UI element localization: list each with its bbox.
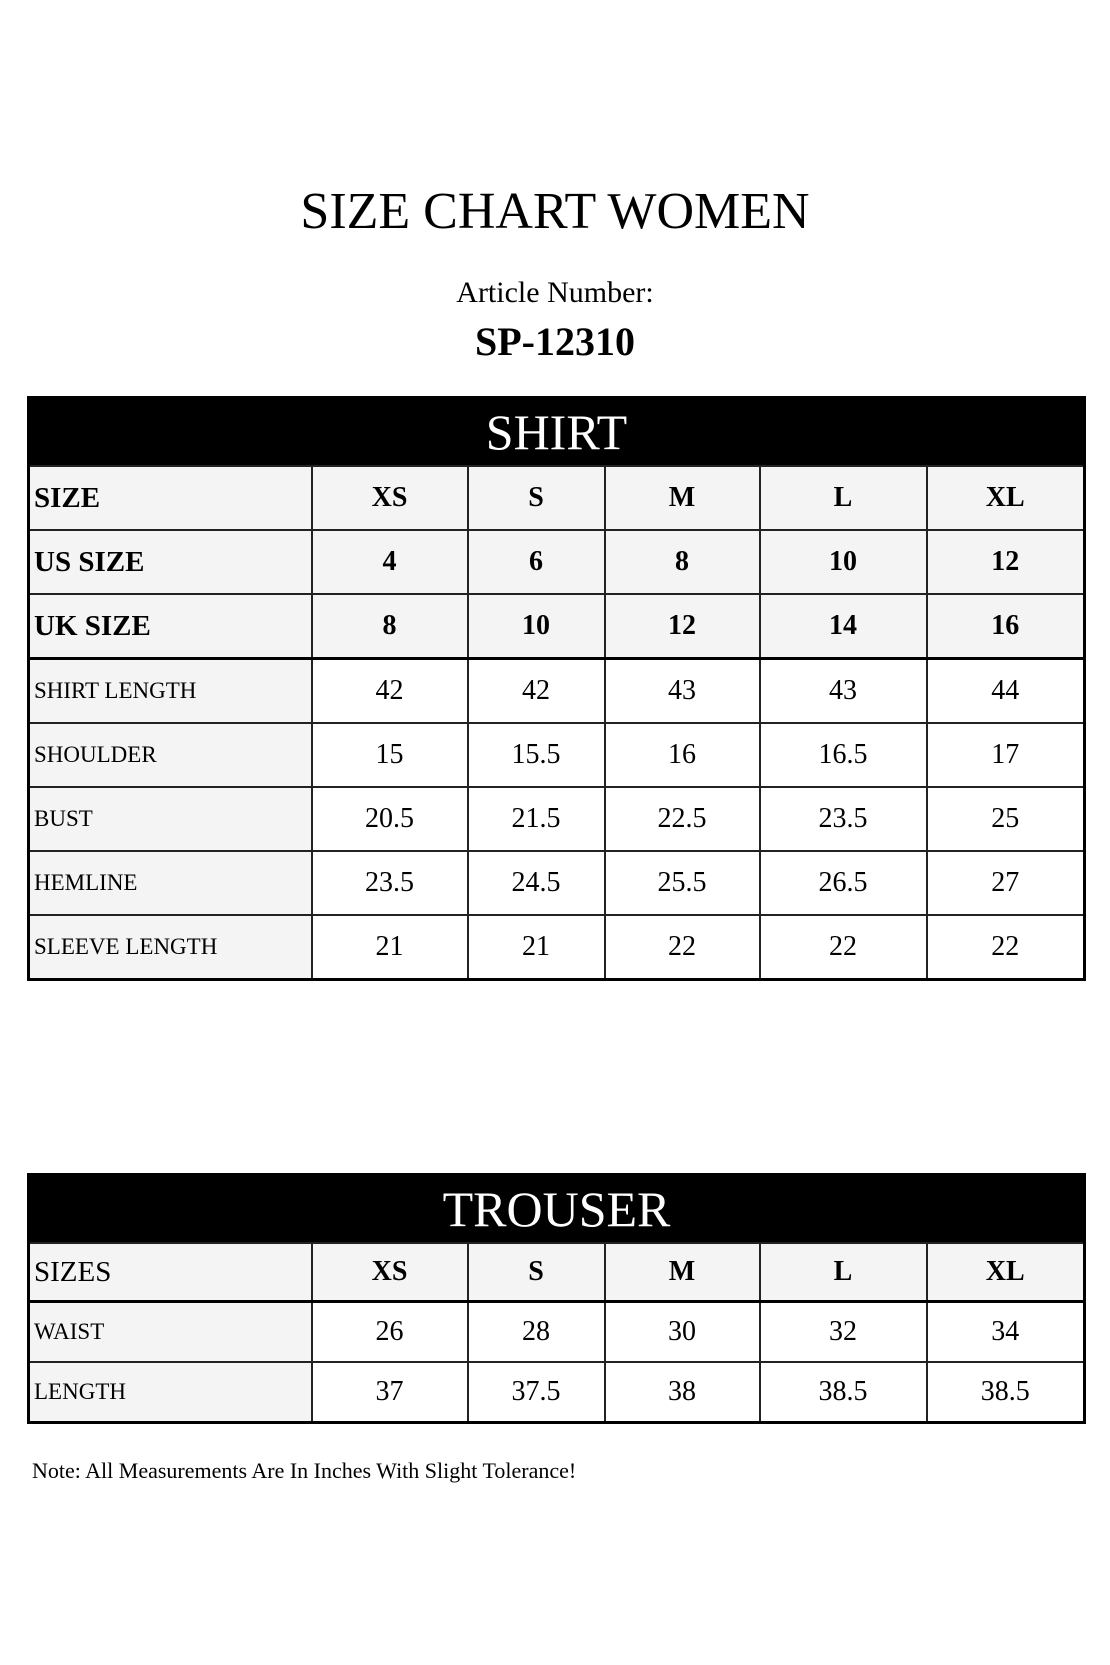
shirt-size-table: SHIRT SIZE XS S M L XL US SIZE 4 6 8 10 12 UK SIZE 8 1… xyxy=(27,396,1086,981)
article-number-label: Article Number: xyxy=(456,276,654,309)
table-cell: 44 xyxy=(925,657,1086,724)
trouser-heading: TROUSER xyxy=(27,1173,1086,1244)
table-cell: 26 xyxy=(310,1300,469,1363)
table-cell: 8 xyxy=(603,529,761,595)
table-cell: 28 xyxy=(466,1300,606,1363)
table-cell: 15.5 xyxy=(466,722,606,788)
table-cell: 25 xyxy=(925,786,1086,852)
table-cell: 17 xyxy=(925,722,1086,788)
table-cell: L xyxy=(758,1242,928,1303)
table-cell: L xyxy=(758,465,928,531)
table-cell: 42 xyxy=(466,657,606,724)
table-cell: 26.5 xyxy=(758,850,928,916)
table-cell: 16 xyxy=(925,593,1086,660)
table-cell: 37 xyxy=(310,1361,469,1424)
table-cell: 16.5 xyxy=(758,722,928,788)
row-label: HEMLINE xyxy=(27,850,313,916)
table-cell: 12 xyxy=(925,529,1086,595)
table-cell: 42 xyxy=(310,657,469,724)
table-cell: 10 xyxy=(758,529,928,595)
table-cell: 38 xyxy=(603,1361,761,1424)
table-cell: 22 xyxy=(603,914,761,981)
table-cell: 12 xyxy=(603,593,761,660)
table-row: SHIRT LENGTH 42 42 43 43 44 xyxy=(27,657,1086,724)
table-cell: 21 xyxy=(466,914,606,981)
table-cell: 21.5 xyxy=(466,786,606,852)
row-label: LENGTH xyxy=(27,1361,313,1424)
table-row: HEMLINE 23.5 24.5 25.5 26.5 27 xyxy=(27,850,1086,916)
table-cell: 34 xyxy=(925,1300,1086,1363)
shirt-heading: SHIRT xyxy=(27,396,1086,467)
table-cell: S xyxy=(466,465,606,531)
table-cell: XL xyxy=(925,1242,1086,1303)
table-row: WAIST 26 28 30 32 34 xyxy=(27,1300,1086,1363)
table-cell: 32 xyxy=(758,1300,928,1363)
article-number: SP-12310 xyxy=(475,319,635,364)
table-row: LENGTH 37 37.5 38 38.5 38.5 xyxy=(27,1361,1086,1424)
row-label: WAIST xyxy=(27,1300,313,1363)
size-row: US SIZE 4 6 8 10 12 xyxy=(27,529,1086,595)
table-cell: 16 xyxy=(603,722,761,788)
table-cell: 38.5 xyxy=(925,1361,1086,1424)
trouser-size-table: TROUSER SIZES XS S M L XL WAIST 26 28 30 32 34 LENGT… xyxy=(27,1173,1086,1424)
row-label: BUST xyxy=(27,786,313,852)
table-cell: 23.5 xyxy=(758,786,928,852)
table-cell: 38.5 xyxy=(758,1361,928,1424)
row-label: UK SIZE xyxy=(27,593,313,660)
table-cell: M xyxy=(603,465,761,531)
table-cell: 37.5 xyxy=(466,1361,606,1424)
size-row: UK SIZE 8 10 12 14 16 xyxy=(27,593,1086,660)
table-cell: 25.5 xyxy=(603,850,761,916)
table-row: SLEEVE LENGTH 21 21 22 22 22 xyxy=(27,914,1086,981)
table-cell: 27 xyxy=(925,850,1086,916)
table-cell: 22 xyxy=(925,914,1086,981)
table-cell: 14 xyxy=(758,593,928,660)
table-cell: 30 xyxy=(603,1300,761,1363)
size-row: SIZE XS S M L XL xyxy=(27,465,1086,531)
table-cell: 22 xyxy=(758,914,928,981)
page-title: SIZE CHART WOMEN xyxy=(300,183,810,240)
table-cell: 24.5 xyxy=(466,850,606,916)
table-cell: 20.5 xyxy=(310,786,469,852)
measurement-note: Note: All Measurements Are In Inches Wit… xyxy=(32,1458,577,1483)
table-cell: XS xyxy=(310,465,469,531)
table-cell: 15 xyxy=(310,722,469,788)
table-cell: 10 xyxy=(466,593,606,660)
table-row: SHOULDER 15 15.5 16 16.5 17 xyxy=(27,722,1086,788)
table-cell: 43 xyxy=(603,657,761,724)
table-cell: 8 xyxy=(310,593,469,660)
row-label: US SIZE xyxy=(27,529,313,595)
table-cell: 6 xyxy=(466,529,606,595)
table-cell: 23.5 xyxy=(310,850,469,916)
table-cell: XL xyxy=(925,465,1086,531)
size-row: SIZES XS S M L XL xyxy=(27,1242,1086,1303)
table-cell: 4 xyxy=(310,529,469,595)
table-cell: 22.5 xyxy=(603,786,761,852)
table-cell: XS xyxy=(310,1242,469,1303)
table-cell: 43 xyxy=(758,657,928,724)
table-cell: M xyxy=(603,1242,761,1303)
table-row: BUST 20.5 21.5 22.5 23.5 25 xyxy=(27,786,1086,852)
table-cell: S xyxy=(466,1242,606,1303)
row-label: SLEEVE LENGTH xyxy=(27,914,313,981)
row-label: SIZES xyxy=(27,1242,313,1303)
row-label: SIZE xyxy=(27,465,313,531)
row-label: SHOULDER xyxy=(27,722,313,788)
table-cell: 21 xyxy=(310,914,469,981)
row-label: SHIRT LENGTH xyxy=(27,657,313,724)
